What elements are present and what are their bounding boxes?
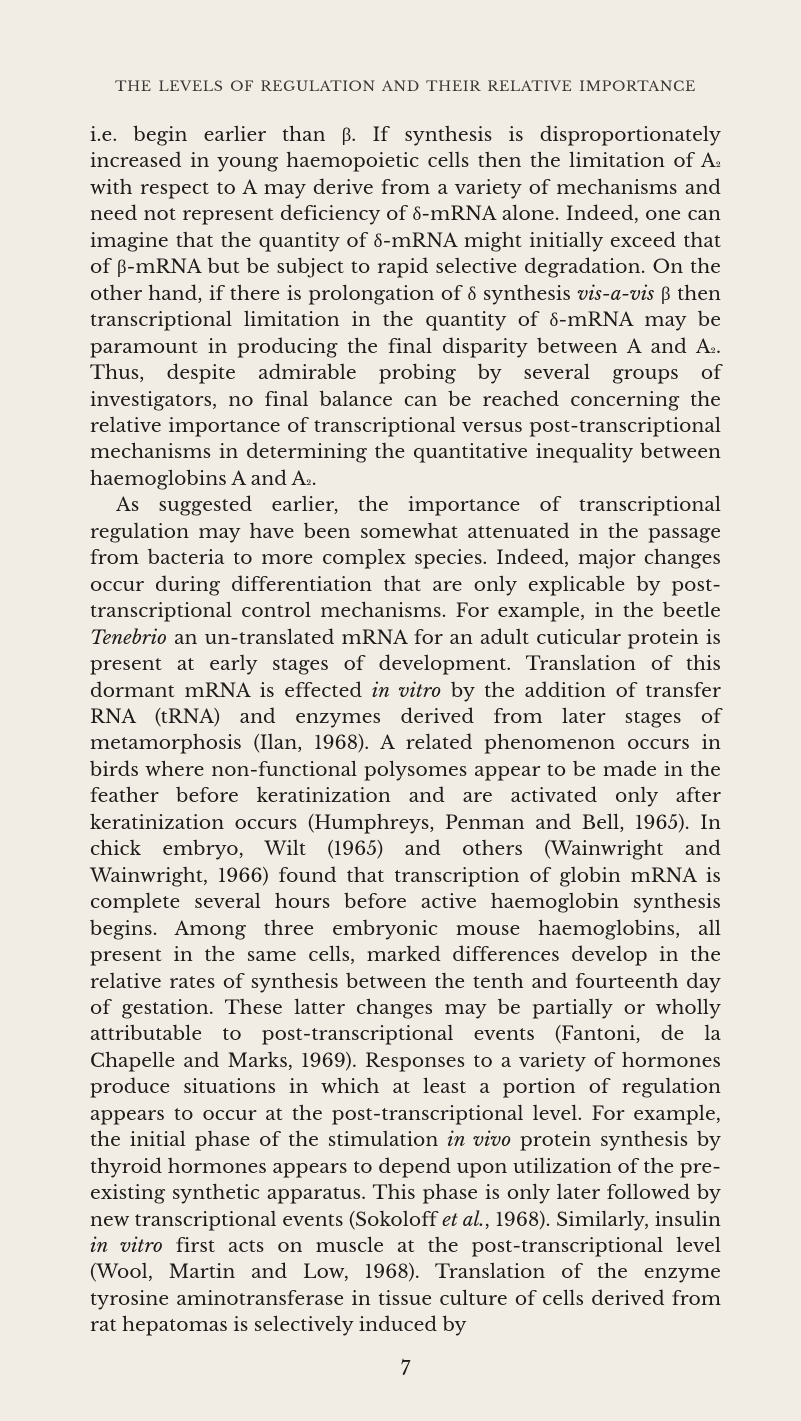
body-text: i.e. begin earlier than β. If synthesis … — [90, 123, 721, 1340]
running-head: THE LEVELS OF REGULATION AND THEIR RELAT… — [90, 77, 721, 95]
paragraph: As suggested earlier, the importance of … — [90, 493, 721, 1340]
page-number: 7 — [90, 1358, 721, 1381]
page: THE LEVELS OF REGULATION AND THEIR RELAT… — [0, 0, 801, 1421]
paragraph: i.e. begin earlier than β. If synthesis … — [90, 123, 721, 493]
